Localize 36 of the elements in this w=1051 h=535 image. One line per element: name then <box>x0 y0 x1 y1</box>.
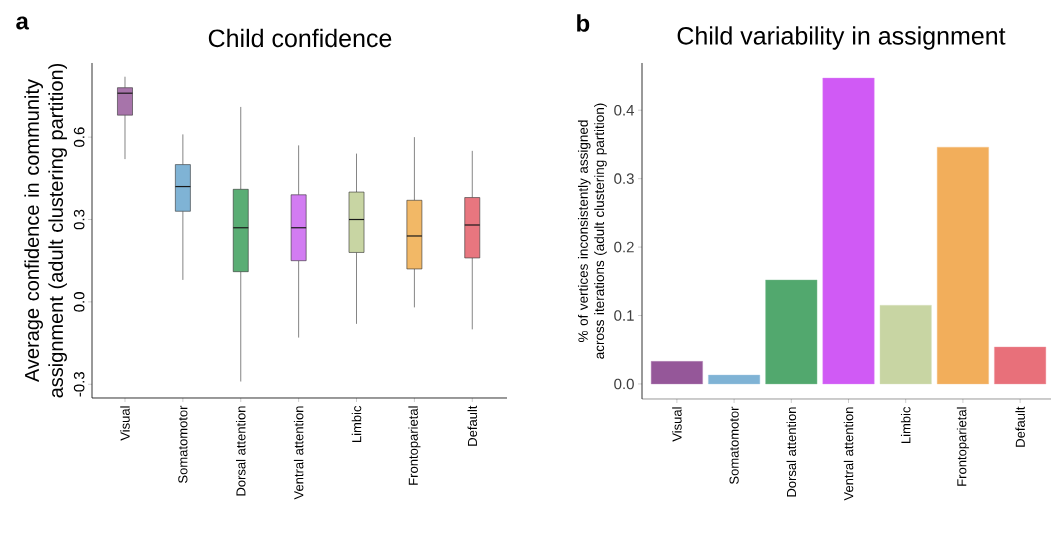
bar <box>936 146 989 385</box>
x-tick-label: Somatomotor <box>729 406 739 484</box>
y-tick-label: 0.3 <box>614 173 634 184</box>
y-tick-label: 0.2 <box>614 241 634 253</box>
bar <box>822 77 875 385</box>
x-tick-label: Default <box>467 405 478 446</box>
y-tick-label: 0.0 <box>614 378 634 390</box>
x-tick-label: Ventral attention <box>843 407 854 501</box>
bar <box>650 361 703 385</box>
bar <box>994 346 1047 385</box>
y-tick-label: 0.3 <box>73 209 85 230</box>
text: a <box>16 16 30 30</box>
y-tick-label: 0.0 <box>73 292 85 312</box>
bar <box>765 279 818 385</box>
x-tick-label: Frontoparietal <box>956 407 969 486</box>
chart-title: Child confidence <box>208 28 392 48</box>
y-tick-label: 0.4 <box>614 104 635 116</box>
chart-title: Child variability in assignment <box>677 26 1006 50</box>
x-tick-label: Dorsal attention <box>786 407 797 497</box>
x-tick-label: Default <box>1015 406 1025 447</box>
y-axis-title: % of vertices inconsistently assigned across iterations (adult clustering partition) <box>577 103 607 359</box>
text: b <box>577 14 590 32</box>
y-tick-label: 0.1 <box>614 310 634 321</box>
x-tick-label: Dorsal attention <box>235 406 246 496</box>
y-axis-title: Average confidence in community assignment (adult clustering partition) <box>24 63 67 398</box>
bar <box>879 305 932 385</box>
x-tick-label: Visual <box>672 407 682 442</box>
x-tick-label: Limbic <box>900 406 911 444</box>
y-tick-label: -0.3 <box>73 372 85 397</box>
x-tick-label: Frontoparietal <box>408 406 421 485</box>
x-tick-label: Ventral attention <box>293 406 304 500</box>
y-tick-label: 0.6 <box>73 127 85 147</box>
bar <box>708 374 761 385</box>
x-tick-label: Visual <box>120 406 130 441</box>
x-tick-label: Somatomotor <box>178 405 188 483</box>
x-tick-label: Limbic <box>351 405 362 443</box>
